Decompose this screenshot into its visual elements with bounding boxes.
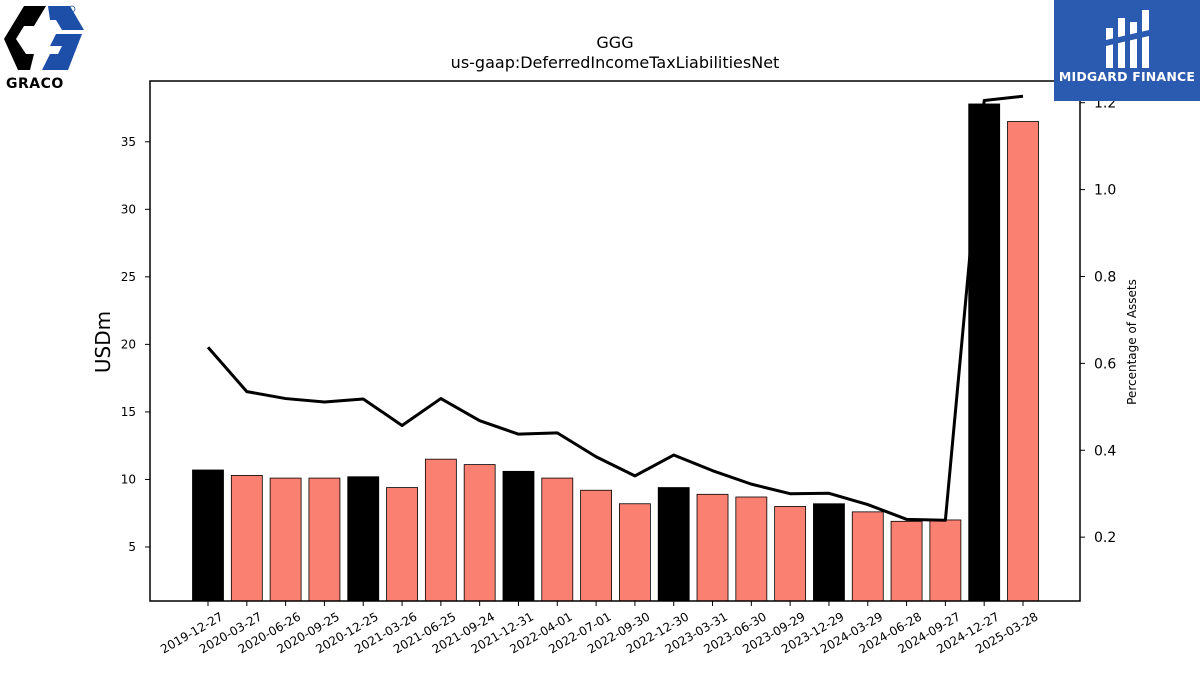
bar <box>463 464 496 602</box>
bar <box>580 489 612 602</box>
chart-subtitle: us-gaap:DeferredIncomeTaxLiabilitiesNet <box>451 53 780 72</box>
y-tick-label: 5 <box>128 540 136 554</box>
y-axis-label: USDm <box>91 311 115 373</box>
midgard-wordmark: MIDGARD FINANCE <box>1058 69 1196 84</box>
bar <box>851 511 884 602</box>
bar <box>347 476 380 602</box>
y2-tick-label: 1.0 <box>1094 183 1116 199</box>
bar <box>424 458 457 602</box>
y2-axis-label: Percentage of Assets <box>1125 279 1139 405</box>
y2-tick-label: 0.2 <box>1094 530 1116 546</box>
midgard-emblem-icon <box>1106 10 1149 68</box>
y2-tick-label: 0.8 <box>1094 269 1116 285</box>
bar <box>968 103 1001 602</box>
bar <box>657 487 690 602</box>
y-tick-label: 35 <box>121 135 136 149</box>
bar <box>735 496 768 602</box>
y-tick-label: 10 <box>121 472 136 486</box>
bar <box>1007 121 1039 602</box>
graco-logo: GRACO <box>4 4 84 92</box>
bar <box>308 477 341 602</box>
y2-tick-label: 0.6 <box>1094 356 1116 372</box>
bar <box>813 503 845 602</box>
y-axis-left: 5 10 15 20 25 30 35 <box>121 135 150 554</box>
bar <box>929 519 962 602</box>
plot-frame <box>149 80 1081 602</box>
bar <box>696 493 729 602</box>
bar-series <box>192 103 1039 602</box>
graco-wordmark: GRACO <box>6 76 64 92</box>
chart-title: GGG <box>596 33 633 52</box>
bar <box>502 470 535 602</box>
y2-tick-label: 0.4 <box>1094 443 1116 459</box>
y-tick-label: 30 <box>121 202 136 216</box>
y-tick-label: 25 <box>121 270 136 284</box>
x-axis: 2019-12-272020-03-272020-06-262020-09-25… <box>158 601 1041 656</box>
series-line <box>206 94 1024 522</box>
line-series <box>206 94 1024 522</box>
bar <box>890 520 923 602</box>
graco-g-mark-icon <box>4 5 84 70</box>
bar <box>619 503 651 602</box>
midgard-finance-logo: MIDGARD FINANCE <box>1054 0 1200 101</box>
y-axis-right: 0.20.40.60.81.01.2 <box>1080 96 1116 546</box>
bar <box>386 487 418 602</box>
bar <box>541 477 574 602</box>
y-tick-label: 20 <box>121 337 136 351</box>
y-tick-label: 15 <box>121 405 136 419</box>
bar <box>774 506 807 602</box>
bar <box>230 474 263 602</box>
bar <box>192 469 224 602</box>
bar <box>269 477 302 602</box>
